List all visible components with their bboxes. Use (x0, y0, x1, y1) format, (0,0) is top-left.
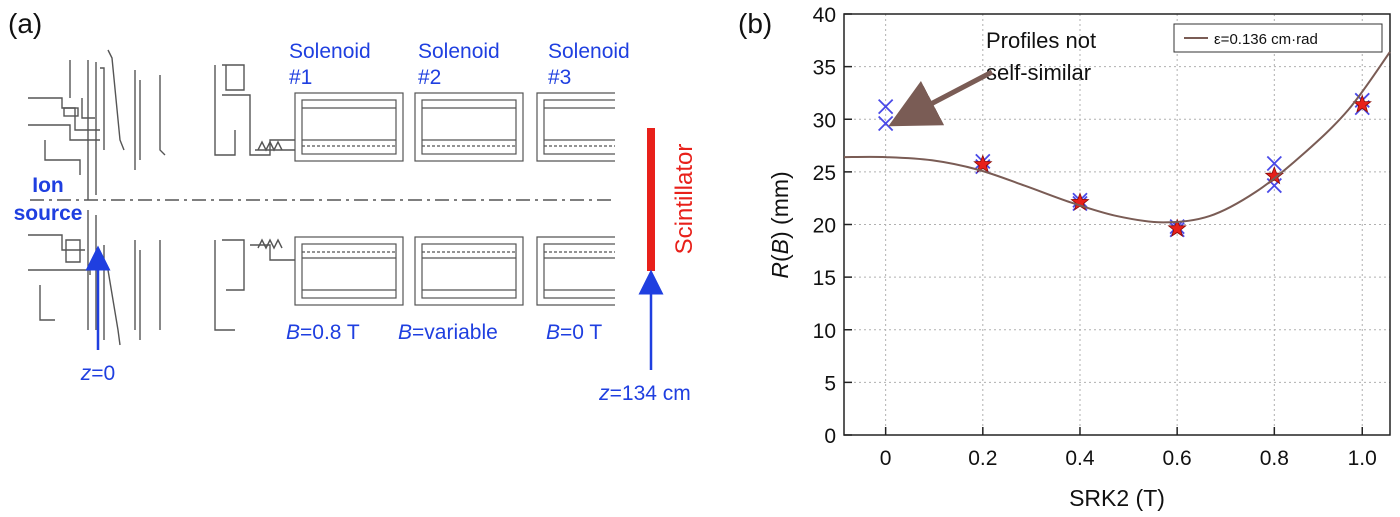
panel-b-label: (b) (738, 8, 773, 39)
z-end-label: z=134 cm (598, 382, 691, 405)
solenoid-1-number: #1 (289, 66, 312, 89)
legend-label: ε=0.136 cm·rad (1214, 31, 1318, 48)
data-point-star-marker (1167, 218, 1187, 237)
solenoid-3-label: Solenoid (548, 40, 630, 63)
y-tick-label: 15 (813, 267, 836, 290)
solenoid-3-drawing (536, 92, 615, 306)
y-tick-label: 25 (813, 162, 836, 185)
scintillator-bar (647, 128, 655, 271)
y-tick-label: 10 (813, 320, 836, 343)
solenoid-1-drawing (294, 92, 404, 306)
y-tick-label: 30 (813, 109, 836, 132)
field-label-3: B=0 T (546, 321, 602, 344)
data-point-x-marker (878, 115, 894, 132)
solenoid-3-number: #3 (548, 66, 571, 89)
annotation-line2: self-similar (986, 60, 1091, 85)
solenoid-1-label: Solenoid (289, 40, 371, 63)
x-axis-ticks: 0 0.2 0.4 0.6 0.8 1.0 (880, 427, 1377, 470)
ion-source-label-line1: Ion (32, 174, 64, 197)
z-start-label: z=0 (80, 362, 115, 385)
panel-a-label: (a) (8, 8, 43, 39)
y-tick-label: 0 (824, 425, 836, 448)
beamline-hardware (134, 64, 295, 340)
field-label-1: B=0.8 T (286, 321, 360, 344)
data-point-x-marker (878, 98, 894, 115)
data-point-x-marker (1266, 155, 1282, 172)
field-label-2: B=variable (398, 321, 498, 344)
x-tick-label: 0.2 (968, 447, 997, 470)
x-tick-label: 0.6 (1163, 447, 1192, 470)
x-tick-label: 0.4 (1065, 447, 1095, 470)
scintillator-label: Scintillator (671, 144, 698, 255)
chart-grid (844, 13, 1390, 436)
x-axis-title: SRK2 (T) (1069, 485, 1165, 511)
annotation-arrow (888, 69, 994, 127)
y-axis-ticks: 0 5 10 15 20 25 30 35 40 (813, 4, 852, 448)
x-tick-label: 0 (880, 447, 892, 470)
y-tick-label: 5 (824, 372, 836, 395)
chart-legend: ε=0.136 cm·rad (1173, 23, 1383, 53)
y-axis-title: R(B) (mm) (767, 171, 793, 278)
y-tick-label: 35 (813, 57, 836, 80)
fit-curve (843, 51, 1391, 224)
annotation-line1: Profiles not (986, 28, 1096, 53)
beamline-schematic: Scintillator Solenoid #1 Solenoid #2 Sol… (14, 40, 698, 405)
y-tick-label: 40 (813, 4, 836, 27)
x-tick-label: 1.0 (1348, 447, 1377, 470)
ion-source-hardware (28, 49, 125, 346)
y-tick-label: 20 (813, 215, 836, 238)
ion-source-label-line2: source (14, 202, 83, 225)
solenoid-2-drawing (414, 92, 524, 306)
solenoid-2-label: Solenoid (418, 40, 500, 63)
chart-series (843, 51, 1391, 238)
solenoid-2-number: #2 (418, 66, 441, 89)
radius-vs-field-chart: 0 5 10 15 20 25 30 35 40 0 0.2 0.4 0.6 0.8 1.0 R(B) (… (767, 4, 1391, 511)
x-tick-label: 0.8 (1260, 447, 1289, 470)
data-point-star-marker (973, 154, 993, 173)
